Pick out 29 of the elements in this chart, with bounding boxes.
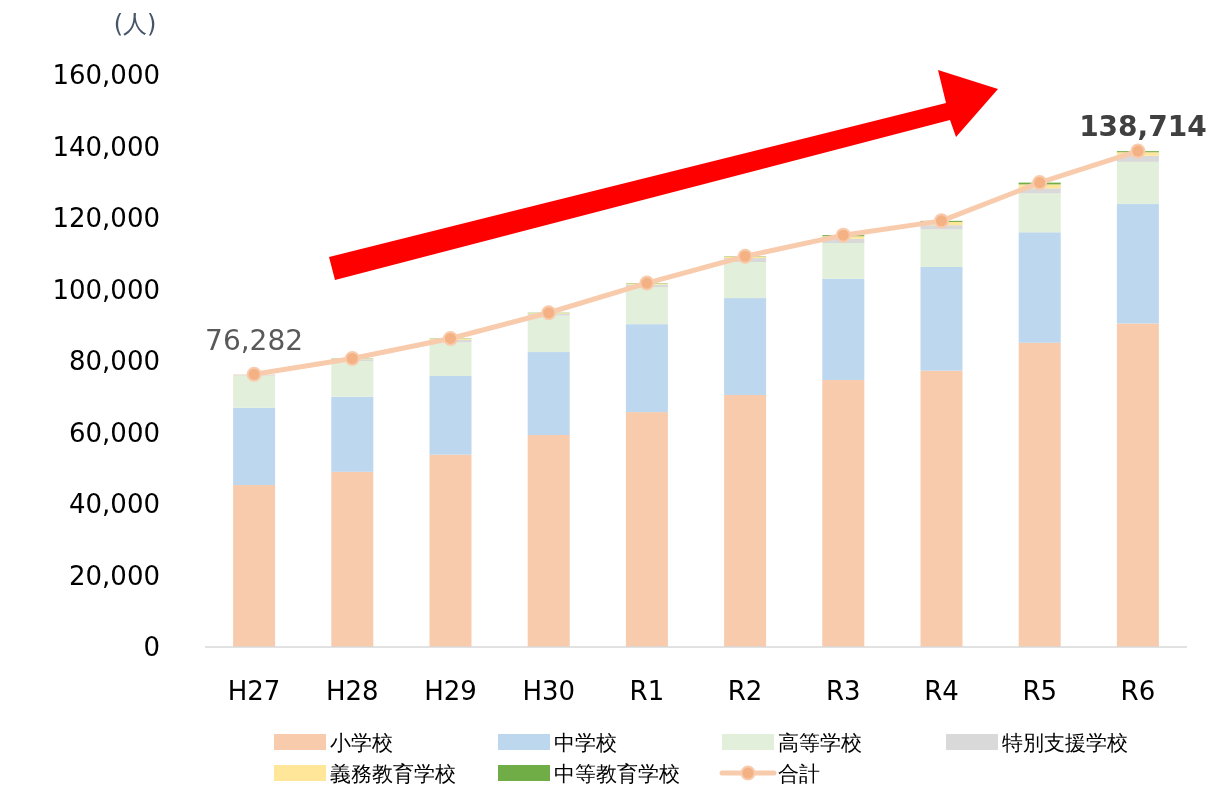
data-label: 138,714 [1079, 110, 1207, 144]
legend-label: 義務教育学校 [330, 762, 456, 786]
x-tick-label: R6 [1120, 676, 1156, 706]
legend-label: 高等学校 [778, 731, 862, 755]
x-tick-label: R3 [826, 676, 861, 706]
data-label: 76,282 [205, 324, 304, 358]
y-tick-label: 40,000 [69, 489, 160, 519]
legend-label: 中等教育学校 [554, 762, 680, 786]
x-tick-label: H29 [424, 676, 477, 706]
x-tick-label: H27 [227, 676, 281, 706]
x-tick-label: R5 [1022, 676, 1057, 706]
x-tick-label: R2 [727, 676, 763, 706]
x-tick-label: H30 [522, 676, 576, 706]
x-tick-label: H28 [325, 676, 379, 706]
y-tick-label: 160,000 [52, 60, 160, 90]
y-tick-label: 80,000 [69, 346, 160, 376]
x-tick-label: R4 [924, 676, 959, 706]
legend-label: 合計 [778, 762, 820, 786]
y-axis-title: (人) [113, 10, 157, 38]
legend-label: 中学校 [554, 731, 617, 755]
legend-label: 小学校 [330, 731, 393, 755]
y-tick-label: 0 [143, 632, 160, 662]
y-tick-label: 20,000 [69, 560, 160, 591]
y-tick-label: 100,000 [52, 274, 160, 305]
x-tick-label: R1 [629, 676, 665, 706]
y-tick-label: 140,000 [52, 131, 160, 162]
y-tick-label: 60,000 [69, 417, 160, 448]
legend-label: 特別支援学校 [1002, 731, 1128, 755]
y-tick-label: 120,000 [52, 203, 160, 233]
